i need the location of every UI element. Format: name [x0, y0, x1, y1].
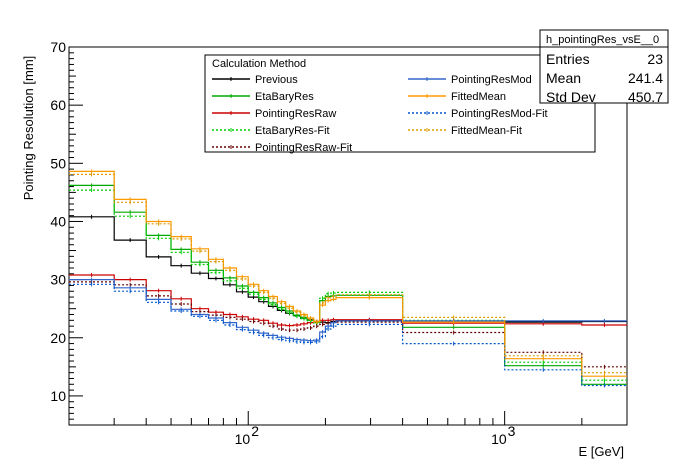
legend-label: PointingResMod-Fit: [451, 108, 548, 120]
stats-label: Entries: [546, 51, 590, 67]
x-tick-label-exponent: 2: [251, 423, 259, 439]
series-line-pointingresmod: [69, 279, 627, 342]
stats-box: h_pointingRes_vsE__0 Entries 23 Mean 241.4 S…: [539, 29, 669, 105]
series-line-previous: [69, 216, 627, 324]
x-axis-ticks: 10 2 10 3: [68, 411, 628, 447]
legend-label: FittedMean: [451, 91, 506, 103]
legend-label: PointingResMod: [451, 74, 532, 86]
x-axis-title: E [GeV]: [578, 444, 624, 459]
legend-title: Calculation Method: [212, 58, 306, 70]
legend-label: EtaBaryRes: [255, 91, 314, 103]
legend-label: EtaBaryRes-Fit: [255, 125, 330, 137]
y-tick-label: 60: [50, 97, 66, 113]
series-line-fittedmean-fit: [69, 173, 627, 374]
series-layer: [69, 169, 627, 388]
stats-value: 241.4: [628, 70, 663, 86]
y-tick-label: 30: [50, 272, 66, 288]
stats-box-title: h_pointingRes_vsE__0: [546, 34, 659, 46]
legend-label: PointingResRaw: [255, 108, 336, 120]
y-tick-label: 40: [50, 213, 66, 229]
stats-label: Mean: [546, 70, 581, 86]
y-axis-title: Pointing Resolution [mm]: [21, 56, 36, 201]
x-tick-label-base: 10: [491, 431, 507, 447]
series-line-fittedmean: [69, 170, 627, 377]
stats-label: Std Dev: [546, 89, 596, 105]
y-tick-label: 20: [50, 330, 66, 346]
stats-box-frame: [539, 29, 669, 104]
legend-box: [204, 54, 596, 153]
y-tick-label: 10: [50, 388, 66, 404]
series-line-etabaryres-fit: [69, 189, 627, 381]
y-axis-ticks: 10 20 30 40 50 60 70: [50, 39, 83, 426]
series-line-pointingresmod-fit: [69, 283, 627, 387]
legend: Calculation Method Previous EtaBaryRes Poi…: [204, 54, 596, 154]
legend-label: PointingResRaw-Fit: [255, 142, 352, 154]
legend-label: Previous: [255, 74, 298, 86]
y-tick-label: 70: [50, 39, 66, 55]
legend-label: FittedMean-Fit: [451, 125, 522, 137]
y-tick-label: 50: [50, 155, 66, 171]
x-tick-label-base: 10: [235, 431, 251, 447]
x-tick-label-exponent: 3: [508, 423, 516, 439]
stats-value: 450.7: [628, 89, 663, 105]
stats-value: 23: [647, 51, 663, 67]
series-line-pointingresraw: [69, 274, 627, 327]
plot-frame: [68, 46, 628, 426]
